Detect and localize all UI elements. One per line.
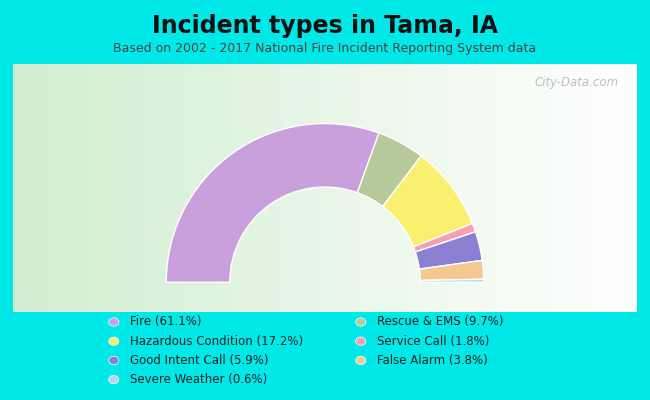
Text: False Alarm (3.8%): False Alarm (3.8%) (377, 354, 488, 367)
Text: Fire (61.1%): Fire (61.1%) (130, 316, 202, 328)
Text: Severe Weather (0.6%): Severe Weather (0.6%) (130, 373, 267, 386)
Text: City-Data.com: City-Data.com (534, 76, 618, 89)
Wedge shape (383, 156, 473, 247)
Text: Rescue & EMS (9.7%): Rescue & EMS (9.7%) (377, 316, 504, 328)
Wedge shape (358, 133, 421, 206)
Wedge shape (166, 124, 379, 282)
Wedge shape (419, 260, 484, 280)
Text: Good Intent Call (5.9%): Good Intent Call (5.9%) (130, 354, 268, 367)
Wedge shape (413, 224, 476, 252)
Text: Hazardous Condition (17.2%): Hazardous Condition (17.2%) (130, 335, 303, 348)
Text: Service Call (1.8%): Service Call (1.8%) (377, 335, 489, 348)
Wedge shape (420, 279, 484, 282)
Text: Based on 2002 - 2017 National Fire Incident Reporting System data: Based on 2002 - 2017 National Fire Incid… (114, 42, 536, 55)
Text: Incident types in Tama, IA: Incident types in Tama, IA (152, 14, 498, 38)
Wedge shape (415, 232, 482, 269)
